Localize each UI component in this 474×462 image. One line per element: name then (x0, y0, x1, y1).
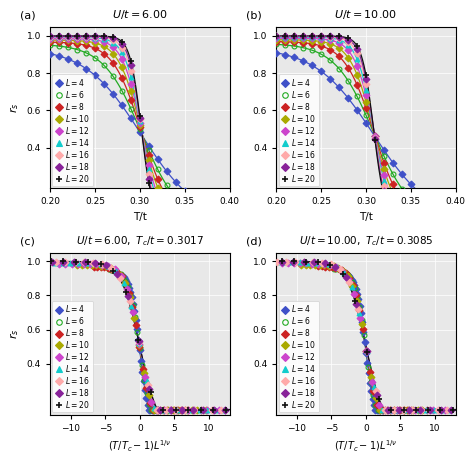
Legend: $L = 4$, $L = 6$, $L = 8$, $L = 10$, $L = 12$, $L = 14$, $L = 16$, $L = 18$, $L : $L = 4$, $L = 6$, $L = 8$, $L = 10$, $L … (53, 74, 92, 186)
X-axis label: T/t: T/t (133, 212, 147, 222)
Title: $U/t = 6.00$: $U/t = 6.00$ (112, 8, 168, 21)
Title: $U/t = 10.00,\ T_c/t = 0.3085$: $U/t = 10.00,\ T_c/t = 0.3085$ (299, 235, 433, 249)
Text: (b): (b) (246, 10, 262, 20)
Title: $U/t = 10.00$: $U/t = 10.00$ (335, 8, 397, 21)
Legend: $L = 4$, $L = 6$, $L = 8$, $L = 10$, $L = 12$, $L = 14$, $L = 16$, $L = 18$, $L : $L = 4$, $L = 6$, $L = 8$, $L = 10$, $L … (279, 301, 319, 413)
Title: $U/t = 6.00,\ T_c/t = 0.3017$: $U/t = 6.00,\ T_c/t = 0.3017$ (76, 235, 204, 249)
Text: (c): (c) (19, 237, 35, 246)
Legend: $L = 4$, $L = 6$, $L = 8$, $L = 10$, $L = 12$, $L = 14$, $L = 16$, $L = 18$, $L : $L = 4$, $L = 6$, $L = 8$, $L = 10$, $L … (279, 74, 319, 186)
Legend: $L = 4$, $L = 6$, $L = 8$, $L = 10$, $L = 12$, $L = 14$, $L = 16$, $L = 18$, $L : $L = 4$, $L = 6$, $L = 8$, $L = 10$, $L … (53, 301, 92, 413)
X-axis label: $(T/T_c - 1)L^{1/\nu}$: $(T/T_c - 1)L^{1/\nu}$ (334, 438, 398, 454)
Text: (a): (a) (19, 10, 35, 20)
X-axis label: T/t: T/t (359, 212, 373, 222)
Y-axis label: $r_s$: $r_s$ (9, 103, 21, 113)
X-axis label: $(T/T_c - 1)L^{1/\nu}$: $(T/T_c - 1)L^{1/\nu}$ (108, 438, 172, 454)
Y-axis label: $r_s$: $r_s$ (9, 328, 21, 339)
Text: (d): (d) (246, 237, 262, 246)
